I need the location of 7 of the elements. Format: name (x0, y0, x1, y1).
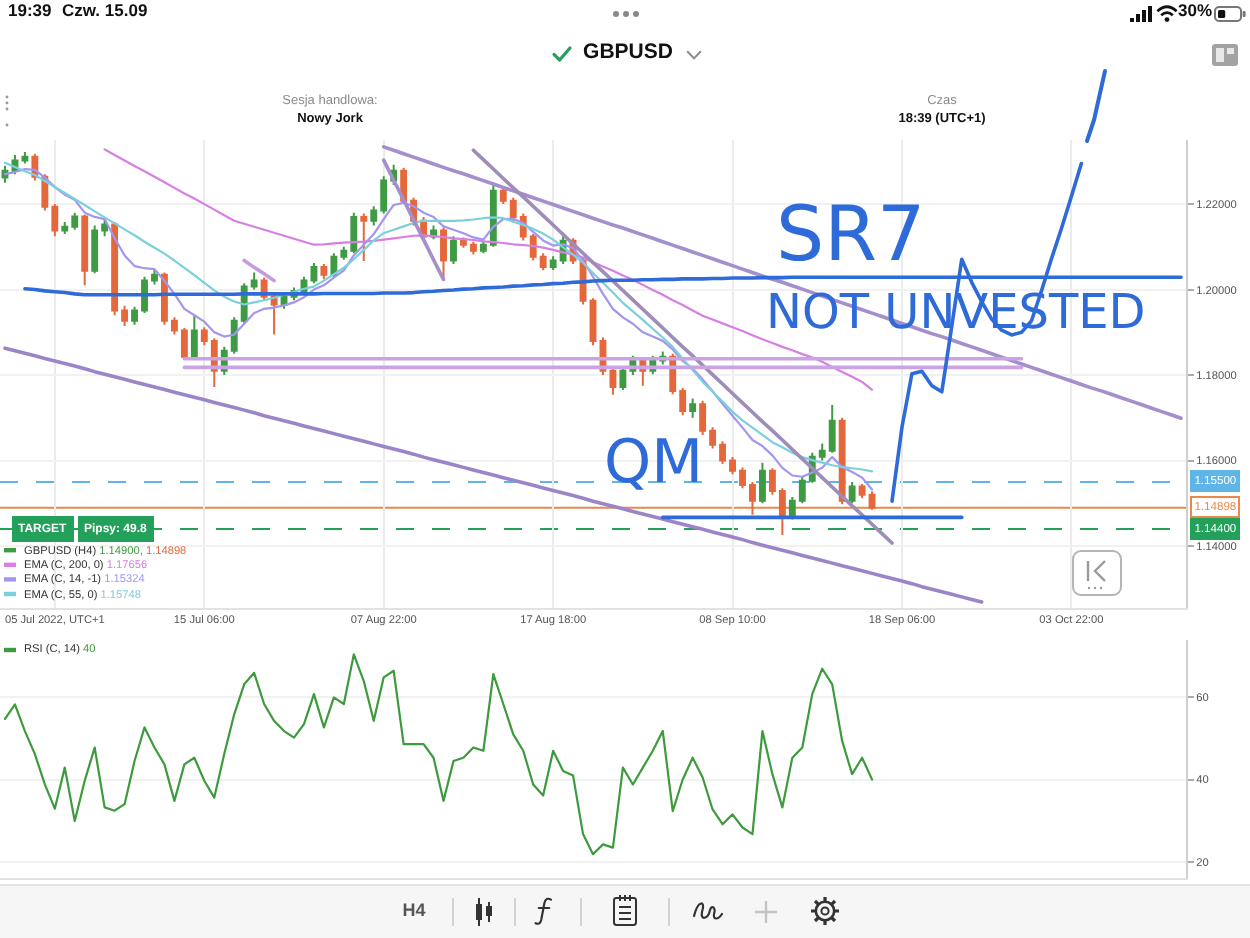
text: 19:39 (8, 0, 52, 20)
annotation: SR7 (776, 190, 926, 278)
annotation: QM (604, 428, 703, 498)
text: 30% (1177, 0, 1212, 20)
chart-title: GBPUSD (583, 40, 673, 64)
text: H4 (402, 900, 426, 920)
text: Czw. 15.09 (62, 0, 148, 20)
